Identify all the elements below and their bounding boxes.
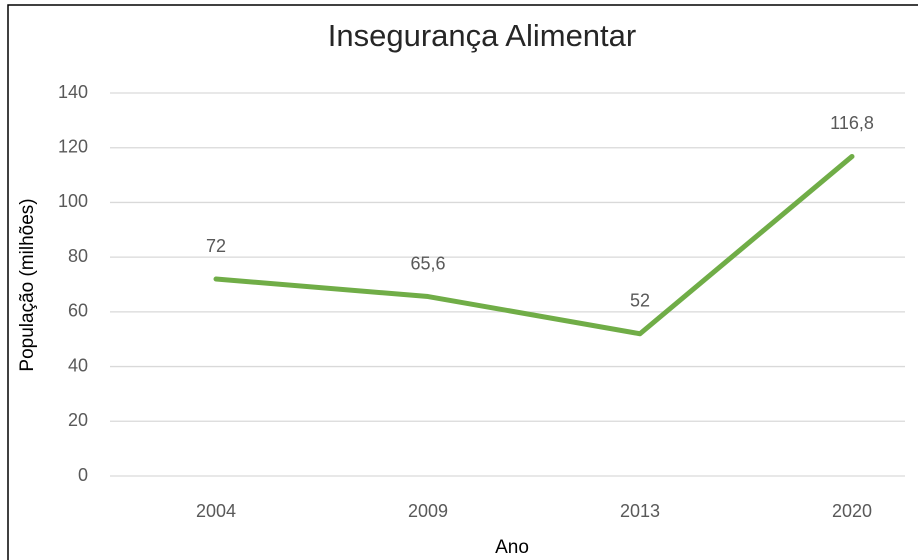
x-tick-label: 2009 xyxy=(408,501,448,521)
data-label: 65,6 xyxy=(410,253,445,273)
y-tick-label: 100 xyxy=(58,191,88,211)
chart-border xyxy=(7,4,918,560)
data-label: 72 xyxy=(206,236,226,256)
x-tick-label: 2004 xyxy=(196,501,236,521)
x-axis-title: Ano xyxy=(495,537,529,558)
y-tick-label: 20 xyxy=(68,410,88,430)
y-tick-label: 60 xyxy=(68,301,88,321)
y-tick-label: 0 xyxy=(78,465,88,485)
y-tick-label: 120 xyxy=(58,136,88,156)
data-line xyxy=(213,153,855,337)
chart-title: Insegurança Alimentar xyxy=(328,18,636,53)
y-tick-label: 80 xyxy=(68,246,88,266)
y-axis-title: População (milhões) xyxy=(17,198,38,371)
y-tick-label: 40 xyxy=(68,355,88,375)
x-tick-label: 2020 xyxy=(832,501,872,521)
data-label: 52 xyxy=(630,290,650,310)
y-tick-label: 140 xyxy=(58,82,88,102)
data-label: 116,8 xyxy=(830,113,874,133)
x-tick-label: 2013 xyxy=(620,501,660,521)
